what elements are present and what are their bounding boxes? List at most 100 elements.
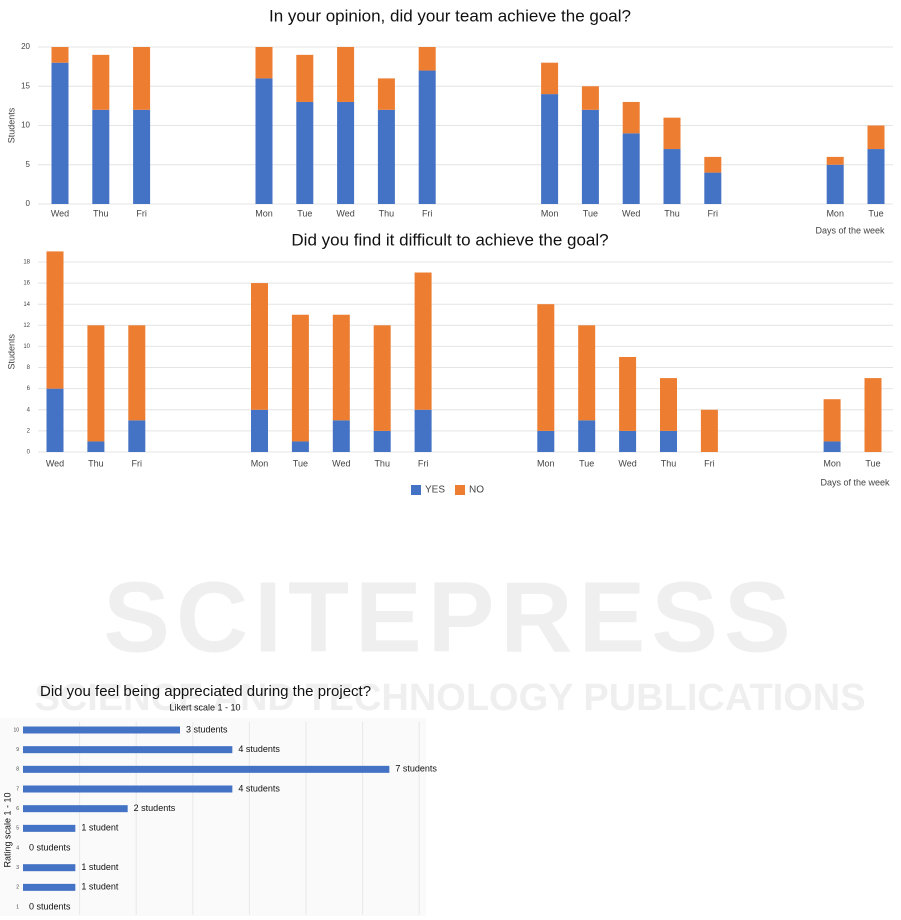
bar-segment (578, 420, 596, 452)
bar-segment (133, 47, 151, 110)
value-label: 1 student (81, 823, 119, 833)
bar-segment (296, 54, 314, 102)
bar-segment (823, 441, 841, 452)
x-tick-label: Thu (379, 208, 395, 218)
bar-segment (414, 409, 432, 452)
bar-segment (663, 149, 681, 204)
value-label: 0 students (29, 901, 71, 911)
y-tick-label: 9 (16, 747, 19, 753)
bar-segment (660, 378, 677, 431)
bar-segment (414, 272, 432, 410)
bar-segment (704, 156, 722, 173)
y-tick-label: 2 (16, 885, 19, 891)
legend-swatch (455, 485, 465, 495)
bar-segment (296, 101, 314, 204)
bar-segment (373, 430, 391, 452)
x-tick-label: Thu (664, 208, 680, 218)
y-tick-label: 10 (13, 727, 19, 733)
y-tick-label: 6 (16, 806, 19, 812)
bar-segment (373, 325, 391, 431)
bar-segment (46, 251, 64, 389)
x-tick-label: Wed (618, 458, 636, 468)
y-tick-label: 6 (27, 386, 31, 392)
bar-segment (337, 101, 355, 204)
bar (23, 765, 390, 773)
chart-title: In your opinion, did your team achieve t… (269, 6, 631, 25)
bar-segment (251, 409, 268, 452)
value-label: 4 students (238, 783, 280, 793)
bar-segment (704, 172, 722, 204)
bar (23, 883, 76, 891)
y-tick-label: 0 (27, 450, 31, 456)
y-axis-label: Students (6, 333, 16, 369)
value-label: 1 student (81, 862, 119, 872)
bar (23, 824, 76, 832)
x-tick-label: Mon (251, 458, 269, 468)
x-axis-label: Days of the week (820, 477, 890, 487)
x-tick-label: Fri (704, 458, 715, 468)
bar (23, 805, 128, 813)
bar-segment (581, 109, 599, 204)
bar-segment (128, 420, 146, 452)
chart-subtitle: Likert scale 1 - 10 (169, 702, 240, 712)
bar-segment (92, 109, 110, 204)
bar-segment (332, 420, 350, 452)
y-tick-label: 2 (27, 428, 31, 434)
bar-segment (537, 304, 555, 431)
bar-segment (581, 86, 599, 110)
chart-title: Did you find it difficult to achieve the… (291, 230, 608, 249)
y-tick-label: 0 (26, 199, 31, 208)
bar-segment (332, 314, 350, 421)
x-tick-label: Tue (293, 458, 308, 468)
bar-segment (541, 62, 559, 95)
x-tick-label: Wed (622, 208, 640, 218)
bar-segment (291, 314, 309, 442)
bar-segment (823, 399, 841, 442)
x-tick-label: Fri (136, 208, 147, 218)
y-tick-label: 4 (16, 845, 19, 851)
bar-segment (255, 78, 273, 204)
x-tick-label: Mon (537, 458, 555, 468)
y-tick-label: 16 (23, 281, 30, 287)
bar-segment (663, 117, 681, 150)
bar-segment (51, 62, 69, 205)
y-tick-label: 4 (27, 407, 31, 413)
x-axis-label: Days of the week (815, 225, 885, 235)
x-tick-label: Wed (332, 458, 350, 468)
bar-segment (87, 441, 105, 452)
y-tick-label: 15 (21, 81, 30, 90)
y-axis-label: Rating scale 1 - 10 (2, 792, 12, 867)
x-tick-label: Mon (826, 208, 844, 218)
y-tick-label: 10 (21, 121, 30, 130)
legend-swatch (411, 485, 421, 495)
value-label: 3 students (186, 724, 228, 734)
y-axis-label: Students (6, 107, 16, 143)
bar-segment (541, 94, 559, 204)
legend-label: NO (469, 485, 484, 496)
value-label: 1 student (81, 882, 119, 892)
bar-segment (578, 325, 596, 421)
x-tick-label: Wed (336, 208, 354, 218)
bar (23, 746, 233, 754)
bar-segment (377, 109, 395, 204)
bar-segment (660, 430, 677, 452)
watermark: SCITEPRESS SCIENCE AND TECHNOLOGY PUBLIC… (34, 561, 865, 719)
y-tick-label: 18 (23, 260, 30, 266)
x-tick-label: Tue (868, 208, 883, 218)
y-tick-label: 20 (21, 42, 30, 51)
y-tick-label: 8 (27, 365, 31, 371)
bar-segment (51, 47, 69, 63)
value-label: 0 students (29, 842, 71, 852)
bar-segment (864, 378, 882, 452)
bar-segment (826, 156, 844, 165)
x-tick-label: Wed (51, 208, 69, 218)
bar-segment (418, 70, 436, 204)
y-tick-label: 14 (23, 302, 30, 308)
bar-segment (700, 409, 718, 452)
chart-title: Did you feel being appreciated during th… (40, 683, 371, 700)
x-tick-label: Fri (708, 208, 719, 218)
bar-segment (537, 430, 555, 452)
x-tick-label: Fri (418, 458, 429, 468)
value-label: 7 students (395, 764, 437, 774)
x-tick-label: Thu (374, 458, 390, 468)
